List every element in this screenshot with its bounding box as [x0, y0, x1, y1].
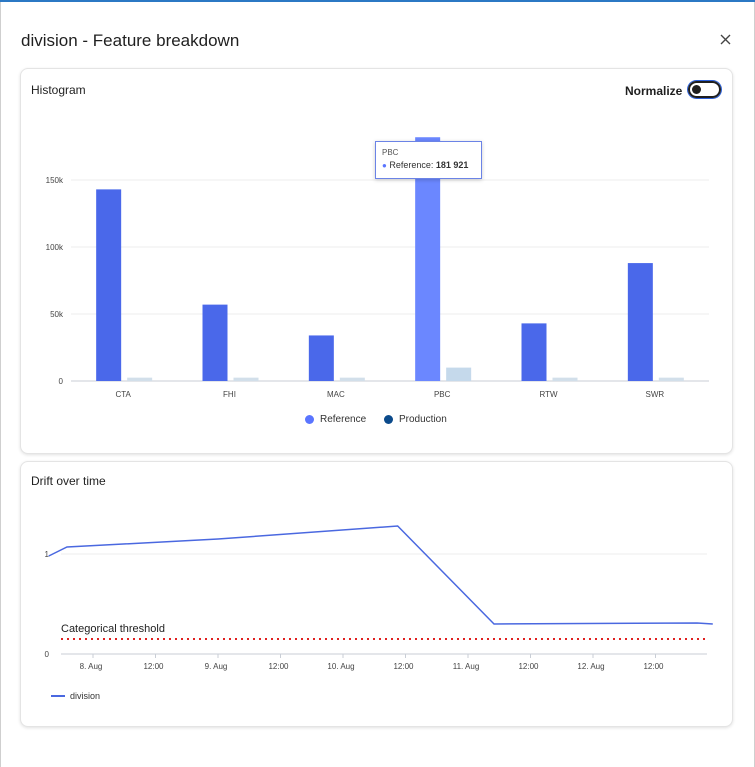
x-tick-label: SWR [645, 390, 664, 399]
legend-line-icon [51, 695, 65, 697]
x-tick-label: PBC [434, 390, 451, 399]
bar-reference-mac [308, 335, 334, 381]
tooltip-series: Reference: [389, 160, 434, 170]
drift-title: Drift over time [31, 474, 106, 488]
normalize-label: Normalize [625, 84, 683, 98]
close-icon [720, 34, 731, 45]
dialog-title: division - Feature breakdown [21, 31, 240, 50]
x-tick-label: 12:00 [268, 662, 289, 671]
legend-dot-icon [384, 415, 393, 424]
x-tick-label: FHI [223, 390, 236, 399]
y-tick-label: 150k [46, 176, 64, 185]
tooltip-value: 181 921 [435, 160, 469, 170]
x-tick-label: 12:00 [393, 662, 414, 671]
y-tick-label: 0 [59, 377, 64, 386]
chart-tooltip: PBC ● Reference: 181 921 [375, 141, 482, 179]
bar-production-swr [658, 377, 684, 381]
x-tick-label: 12. Aug [577, 662, 604, 671]
histogram-chart: 0 50k 100k 150k CTA FHI MAC PBC RTW SWR [46, 137, 709, 399]
x-tick-label: 9. Aug [205, 662, 228, 671]
y-tick-label: 50k [50, 310, 64, 319]
series-line-division [48, 525, 713, 625]
bar-production-fhi [233, 377, 259, 381]
tooltip-category: PBC [382, 148, 399, 157]
bar-production-pbc [446, 367, 472, 381]
bar-production-cta [127, 377, 153, 381]
threshold-label: Categorical threshold [61, 623, 165, 635]
legend-dot-icon [305, 415, 314, 424]
bar-reference-fhi [202, 304, 228, 381]
bar-production-mac [339, 377, 365, 381]
bar-production-rtw [552, 377, 578, 381]
drift-card: Drift over time 0 1 8. Aug 12:00 9. Aug 12:00… [20, 461, 733, 727]
legend-item-division[interactable]: division [51, 691, 100, 701]
legend-item-reference[interactable]: Reference [305, 414, 366, 425]
bar-reference-swr [627, 263, 653, 381]
x-tick-label: 10. Aug [327, 662, 354, 671]
normalize-toggle[interactable] [688, 81, 721, 98]
histogram-card: Histogram Normalize 0 50k 100k 150k CTA FHI MA… [20, 68, 733, 454]
tooltip-series-dot: ● [382, 161, 387, 170]
window-top-border [0, 0, 755, 2]
x-tick-label: CTA [115, 390, 131, 399]
legend-label: Reference [320, 414, 367, 425]
x-tick-label: 12:00 [518, 662, 539, 671]
window-left-border [0, 2, 1, 767]
legend-label: Production [399, 414, 447, 425]
x-tick-label: 12:00 [143, 662, 164, 671]
y-tick-label: 0 [45, 650, 50, 659]
y-tick-label: 100k [46, 243, 64, 252]
x-tick-label: MAC [327, 390, 345, 399]
x-tick-label: RTW [539, 390, 558, 399]
x-tick-label: 8. Aug [80, 662, 103, 671]
drift-chart: 0 1 8. Aug 12:00 9. Aug 12:00 10. Aug 12:00 11. … [45, 525, 713, 671]
histogram-title: Histogram [31, 83, 86, 97]
x-tick-label: 11. Aug [453, 662, 480, 671]
bar-reference-cta [96, 189, 122, 381]
legend-label: division [70, 691, 101, 701]
legend-item-production[interactable]: Production [384, 414, 447, 425]
x-tick-label: 12:00 [643, 662, 664, 671]
y-tick-label: 1 [45, 550, 50, 559]
toggle-knob [692, 85, 701, 94]
tooltip-row: ● Reference: 181 921 [382, 160, 475, 170]
bar-reference-rtw [521, 323, 547, 381]
close-button[interactable] [715, 29, 737, 51]
